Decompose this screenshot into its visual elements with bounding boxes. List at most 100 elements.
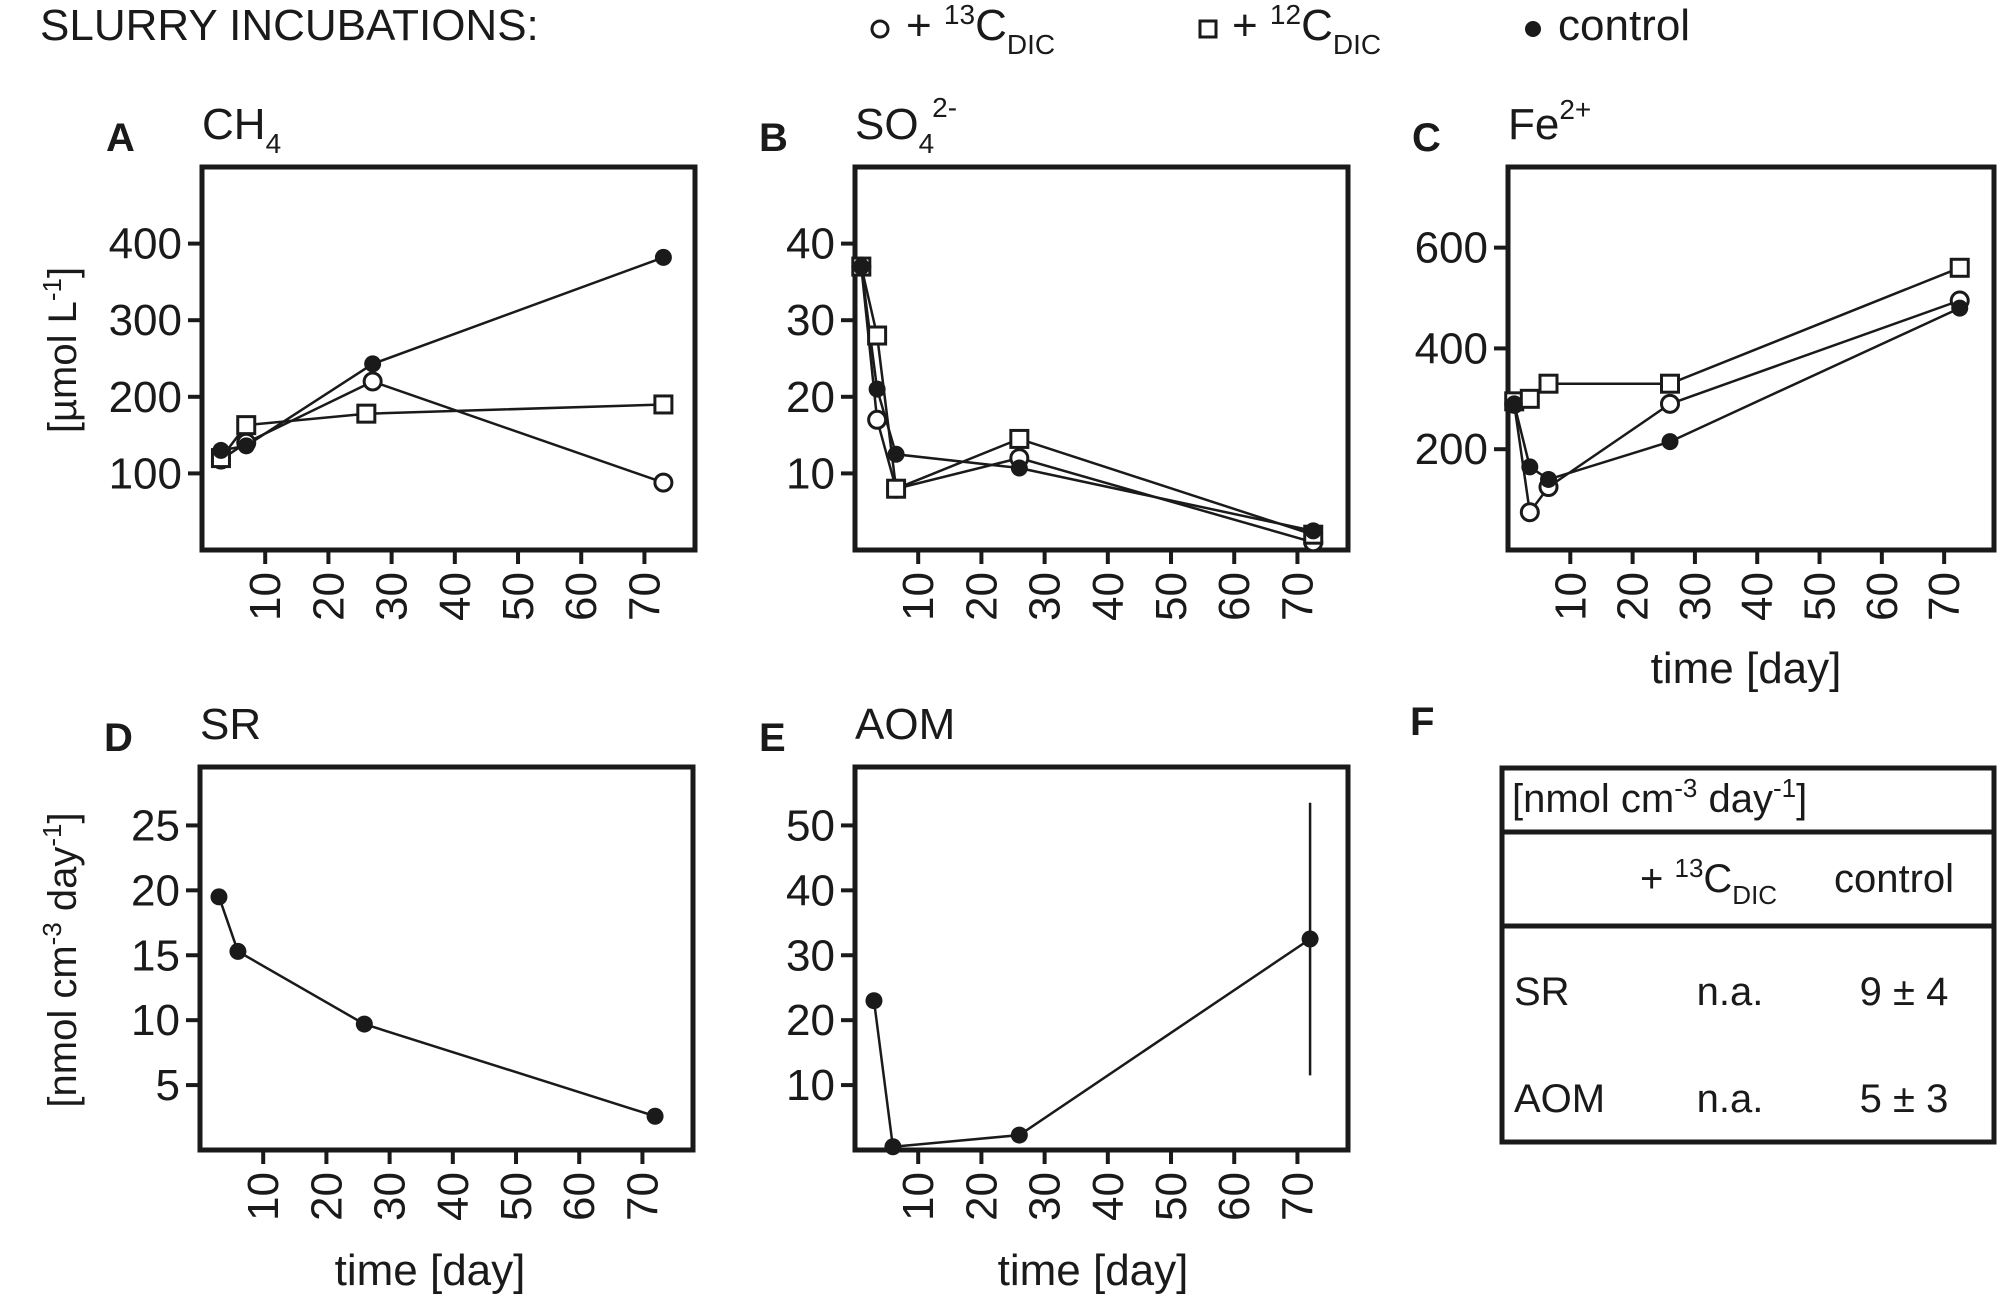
chart-title-c: Fe2+ <box>1508 94 1591 149</box>
data-point-open-square <box>356 403 377 424</box>
data-point-filled-circle <box>1010 459 1028 477</box>
y-tick-label: 50 <box>786 801 835 850</box>
data-point-open-square <box>236 415 257 436</box>
legend-13c-sub: DIC <box>1007 29 1055 60</box>
x-tick-label: 70 <box>1273 1172 1322 1221</box>
y-tick-label: 400 <box>109 220 182 269</box>
chart-title-e: AOM <box>855 700 955 749</box>
table-col-control: control <box>1834 857 1954 901</box>
legend: SLURRY INCUBATIONS: + 13CDIC + 12CDIC co… <box>40 0 1690 60</box>
row1-ylabel-text: [µmol L-1] <box>37 267 85 433</box>
y-tick-label: 10 <box>131 996 180 1045</box>
data-point-filled-circle <box>887 445 905 463</box>
table-row-aom-c1: n.a. <box>1697 1077 1764 1121</box>
y-tick-label: 25 <box>131 801 180 850</box>
y-tick-label: 200 <box>1415 425 1488 474</box>
x-tick-label: 10 <box>239 1172 288 1221</box>
data-point-open-square <box>886 478 907 499</box>
series-line-open-circle <box>860 266 1314 544</box>
panel-letter-c: C <box>1412 116 1441 160</box>
panel-letter-b: B <box>759 116 788 160</box>
series-line-filled-circle <box>220 256 664 452</box>
row2-ylabel: [nmol cm-3 day-1] <box>37 812 85 1107</box>
x-tick-label: 70 <box>1920 572 1969 621</box>
y-tick-label: 600 <box>1415 224 1488 273</box>
data-point-open-circle <box>1519 502 1540 523</box>
x-tick-label: 40 <box>1084 1172 1133 1221</box>
data-point-filled-circle <box>1521 458 1539 476</box>
x-tick-label: 10 <box>894 572 943 621</box>
panel-letter-f: F <box>1410 700 1434 744</box>
data-point-open-square <box>1660 373 1680 394</box>
x-tick-label: 40 <box>1733 572 1782 621</box>
table-row-aom-c2: 5 ± 3 <box>1860 1077 1949 1121</box>
data-point-open-square <box>653 394 674 415</box>
y-tick-label: 15 <box>131 931 180 980</box>
x-tick-label: 30 <box>1671 572 1720 621</box>
y-tick-label: 100 <box>109 449 182 498</box>
data-point-filled-circle <box>1010 1126 1028 1144</box>
data-point-filled-circle <box>210 888 228 906</box>
legend-13c-prefix: + <box>906 1 944 50</box>
x-tick-label: 10 <box>894 1172 943 1221</box>
series-line-open-circle <box>1512 299 1961 516</box>
legend-item-13c: + 13CDIC <box>870 0 1055 60</box>
x-tick-label: 20 <box>1609 572 1658 621</box>
plot-frame-b <box>852 164 1351 553</box>
y-tick-label: 5 <box>156 1061 180 1110</box>
panel-letter-e: E <box>759 716 786 760</box>
table-row-sr-c1: n.a. <box>1697 970 1764 1014</box>
table-row-sr-c2: 9 ± 4 <box>1860 970 1949 1014</box>
data-point-filled-circle <box>355 1015 373 1033</box>
y-tick-label: 10 <box>786 449 835 498</box>
data-point-open-square <box>1009 428 1030 449</box>
x-tick-label: 50 <box>1796 572 1845 621</box>
x-tick-label: 30 <box>1021 572 1070 621</box>
xlabel-d: time [day] <box>335 1246 526 1295</box>
data-point-filled-circle <box>852 258 870 276</box>
legend-12c-sub: DIC <box>1333 29 1381 60</box>
x-tick-label: 60 <box>557 572 606 621</box>
x-tick-label: 50 <box>494 572 543 621</box>
legend-13c-sup: 13 <box>944 0 975 30</box>
rates-table: F [nmol cm-3 day-1] + 13CDIC control SR … <box>1410 700 1997 1145</box>
data-point-filled-circle <box>1304 522 1322 540</box>
x-tick-label: 50 <box>492 1172 541 1221</box>
chart-title-d: SR <box>200 700 261 749</box>
y-tick-label: 40 <box>786 866 835 915</box>
y-tick-label: 20 <box>131 866 180 915</box>
series-line-filled-circle <box>1512 306 1961 481</box>
panel-d: D SR 5 10 15 20 25 10 20 30 40 50 60 70 <box>104 700 696 1221</box>
table-unit: [nmol cm-3 day-1] <box>1512 773 1807 821</box>
chart-panels: A CH4 100 200 300 400 10 20 30 40 50 60 70 B SO42- 10 20… <box>104 92 1997 1221</box>
panel-a: A CH4 100 200 300 400 10 20 30 40 50 60 70 <box>106 100 698 621</box>
legend-12c-prefix: + <box>1232 1 1270 50</box>
data-point-filled-circle <box>364 355 382 373</box>
legend-13c-base: C <box>975 1 1007 50</box>
data-point-filled-circle <box>1505 395 1523 413</box>
series-line-filled-circle <box>860 266 1314 533</box>
x-tick-label: 60 <box>1858 572 1907 621</box>
data-point-open-square <box>1538 373 1559 394</box>
legend-control-label: control <box>1558 1 1690 50</box>
x-tick-label: 40 <box>431 572 480 621</box>
row1-ylabel: [µmol L-1] <box>37 267 85 433</box>
x-tick-label: 70 <box>618 1172 667 1221</box>
data-point-filled-circle <box>1951 299 1969 317</box>
x-tick-label: 30 <box>368 572 417 621</box>
chart-title-a: CH4 <box>202 100 281 159</box>
data-point-filled-circle <box>865 992 883 1010</box>
data-point-filled-circle <box>212 441 230 459</box>
legend-item-control: control <box>1525 1 1690 50</box>
x-tick-label: 60 <box>1210 1172 1259 1221</box>
x-tick-label: 70 <box>1273 572 1322 621</box>
data-point-open-circle <box>867 409 888 430</box>
x-tick-label: 50 <box>1147 1172 1196 1221</box>
legend-title: SLURRY INCUBATIONS: <box>40 1 539 50</box>
data-point-filled-circle <box>868 380 886 398</box>
y-tick-label: 400 <box>1415 324 1488 373</box>
plot-frame-a <box>199 164 698 553</box>
data-point-open-circle <box>1660 393 1680 414</box>
series-line-filled-circle <box>872 937 1311 1149</box>
